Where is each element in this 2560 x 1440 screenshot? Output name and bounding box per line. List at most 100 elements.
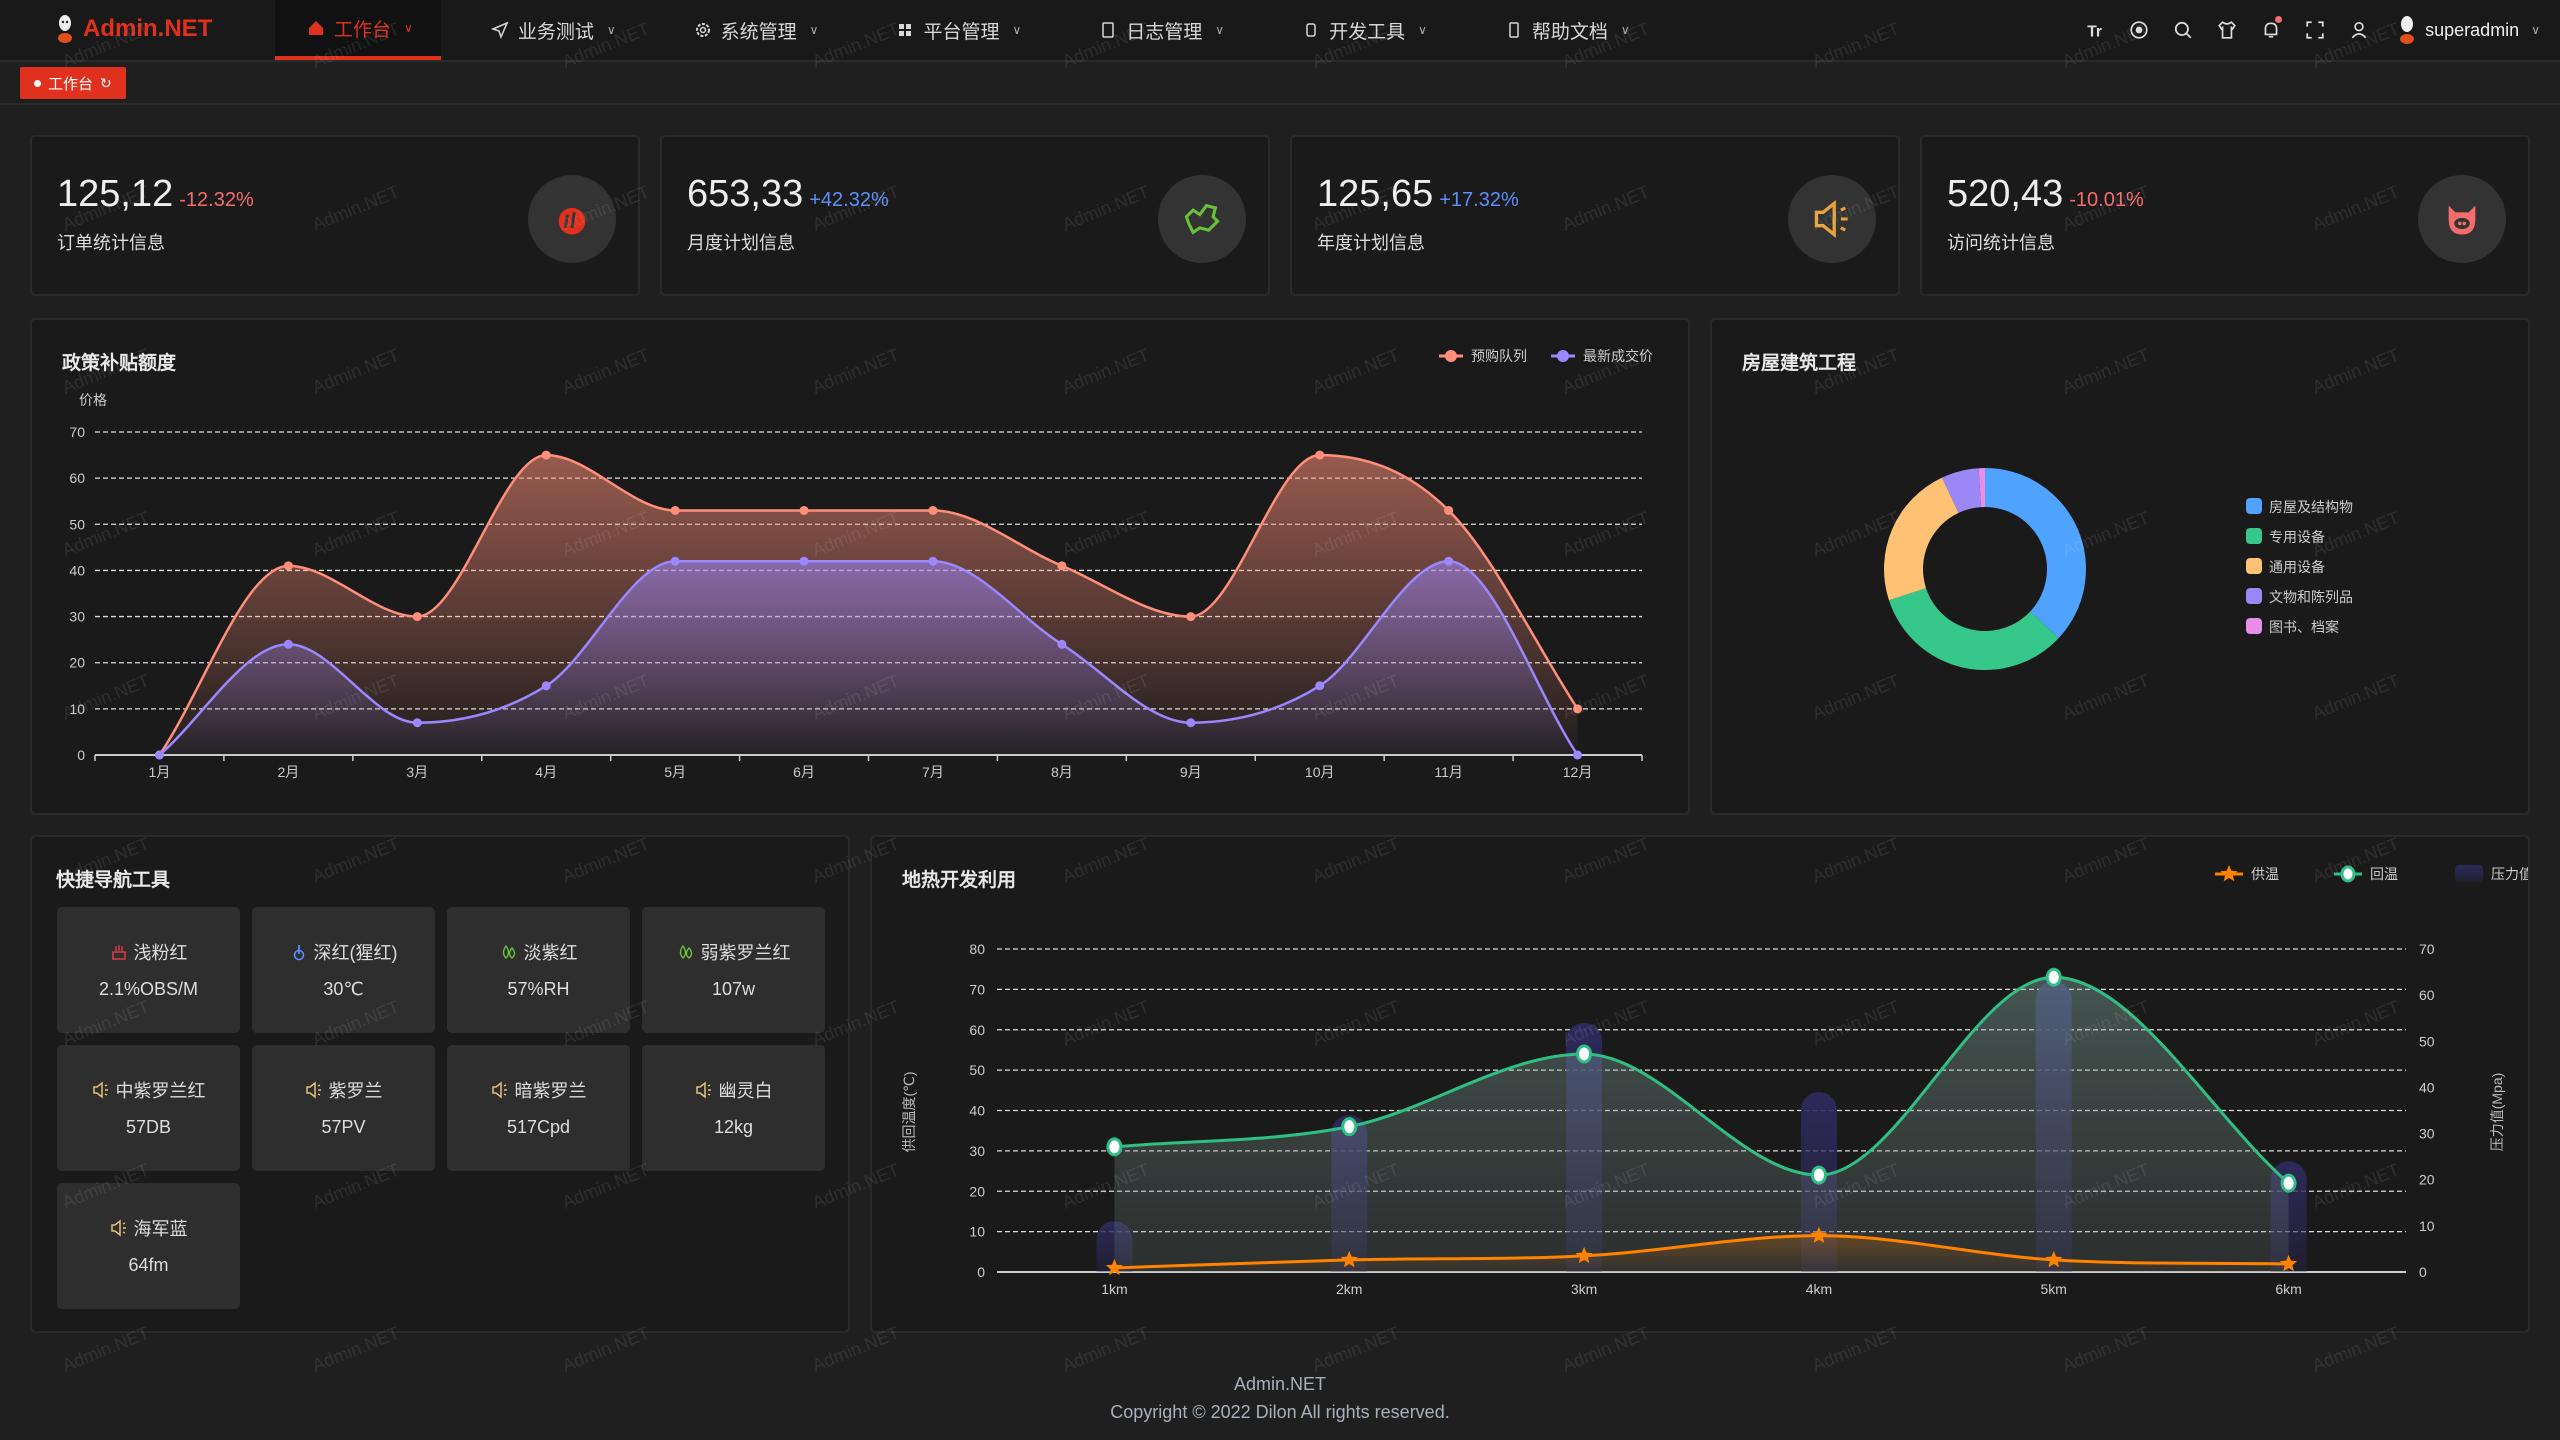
stat-change: +17.32%	[1439, 189, 1519, 211]
legend-item[interactable]: 文物和陈列品	[2246, 588, 2353, 605]
y-tick-label: 40	[969, 1103, 985, 1119]
quick-nav-tile[interactable]: 中紫罗兰红 57DB	[57, 1045, 240, 1171]
nav-item-1[interactable]: 业务测试 ∨	[459, 0, 644, 60]
pie-slice[interactable]	[1888, 588, 2059, 670]
data-point[interactable]	[283, 639, 293, 649]
data-point[interactable]	[670, 505, 680, 515]
quick-nav-tile[interactable]: 淡紫红 57%RH	[447, 907, 630, 1033]
logo[interactable]: Admin.NET	[55, 14, 212, 44]
legend-label: 回温	[2370, 866, 2398, 882]
user-menu[interactable]: superadmin ∨	[2397, 15, 2540, 45]
quick-nav-tile[interactable]: 海军蓝 64fm	[57, 1183, 240, 1309]
tag-workbench[interactable]: 工作台 ↻	[20, 67, 126, 99]
quick-nav-tile[interactable]: 弱紫罗兰红 107w	[642, 907, 825, 1033]
data-point[interactable]	[1186, 612, 1196, 622]
legend-star-icon	[2220, 865, 2238, 882]
font-size-button[interactable]: Tr	[2083, 18, 2107, 42]
x-tick-label: 7月	[922, 764, 944, 780]
bell-button[interactable]	[2259, 16, 2283, 42]
data-point[interactable]	[1573, 704, 1583, 714]
data-point-star[interactable]	[1810, 1226, 1828, 1243]
data-point-star[interactable]	[2045, 1250, 2063, 1268]
quick-nav-tile[interactable]: 暗紫罗兰 517Cpd	[447, 1045, 630, 1171]
data-point[interactable]	[1057, 561, 1067, 571]
quick-nav-tile[interactable]: 紫罗兰 57PV	[252, 1045, 435, 1171]
quick-nav-tile[interactable]: 深红(猩红) 30℃	[252, 907, 435, 1033]
subsidy-area-chart: 价格 0 10 20 30 40 50 60 70 1月 2月 3月 4月 5月 6月 7月 8月 9月 10月 11…	[69, 348, 1653, 780]
data-point[interactable]	[1186, 718, 1196, 728]
data-point[interactable]	[412, 718, 422, 728]
data-point[interactable]	[928, 556, 938, 566]
chevron-down-icon: ∨	[606, 23, 616, 37]
data-point-star[interactable]	[2280, 1254, 2298, 1272]
legend-item[interactable]: 压力值(Mpa)	[2455, 865, 2528, 882]
data-point[interactable]	[1315, 450, 1325, 460]
x-tick-label: 3月	[406, 764, 428, 780]
data-point[interactable]	[412, 612, 422, 622]
y-right-tick-label: 60	[2419, 987, 2435, 1003]
refresh-icon[interactable]: ↻	[100, 74, 112, 91]
data-point[interactable]	[1576, 1044, 1593, 1064]
user-button[interactable]	[2347, 18, 2371, 42]
legend-item[interactable]: 预购队列	[1439, 348, 1527, 364]
data-point[interactable]	[154, 750, 164, 760]
nav-item-3[interactable]: 平台管理 ∨	[864, 0, 1049, 60]
data-point[interactable]	[1444, 556, 1454, 566]
data-point[interactable]	[1341, 1117, 1358, 1137]
water-drop-icon	[502, 944, 515, 959]
quick-nav-tile[interactable]: 幽灵白 12kg	[642, 1045, 825, 1171]
pie-slice[interactable]	[1884, 477, 1959, 601]
y-tick-label: 20	[69, 655, 85, 671]
tile-label: 深红(猩红)	[313, 943, 398, 963]
series-line	[158, 559, 1579, 756]
quick-nav-tile[interactable]: 浅粉红 2.1%OBS/M	[57, 907, 240, 1033]
legend-item[interactable]: 通用设备	[2246, 558, 2325, 575]
data-point[interactable]	[541, 681, 551, 691]
data-point-star[interactable]	[1105, 1259, 1123, 1276]
data-point[interactable]	[799, 505, 809, 515]
chevron-down-icon: ∨	[809, 23, 819, 37]
data-point[interactable]	[2280, 1173, 2297, 1193]
y-right-tick-label: 50	[2419, 1033, 2435, 1049]
data-point[interactable]	[1810, 1165, 1827, 1185]
data-point[interactable]	[1444, 505, 1454, 515]
data-point[interactable]	[2045, 967, 2062, 987]
data-point[interactable]	[928, 505, 938, 515]
pie-slice[interactable]	[1985, 468, 2086, 639]
search-button[interactable]	[2171, 18, 2195, 42]
theme-shirt-button[interactable]	[2215, 18, 2239, 42]
data-point[interactable]	[283, 561, 293, 571]
nav-item-6[interactable]: 帮助文档 ∨	[1473, 0, 1658, 60]
notification-dot	[2275, 16, 2283, 23]
data-point[interactable]	[541, 450, 551, 460]
data-point[interactable]	[1057, 639, 1067, 649]
data-point[interactable]	[1573, 750, 1583, 760]
data-point[interactable]	[1315, 681, 1325, 691]
legend-item[interactable]: 图书、档案	[2246, 618, 2339, 635]
pie-slice[interactable]	[1978, 468, 1985, 508]
language-button[interactable]	[2127, 18, 2151, 42]
fullscreen-button[interactable]	[2303, 18, 2327, 42]
legend-item[interactable]: 房屋及结构物	[2246, 498, 2353, 515]
data-point-star[interactable]	[1575, 1246, 1593, 1264]
data-point-star[interactable]	[1340, 1250, 1358, 1268]
stat-value: 653,33	[687, 173, 804, 215]
legend-swatch-icon	[2246, 528, 2262, 544]
legend-item[interactable]: 供温	[2215, 865, 2279, 882]
nav-item-5[interactable]: 开发工具 ∨	[1270, 0, 1455, 60]
y-tick-label: 40	[69, 562, 85, 578]
data-point[interactable]	[670, 556, 680, 566]
tile-value: 12kg	[713, 1117, 754, 1137]
legend-item[interactable]: 最新成交价	[1551, 348, 1653, 364]
x-tick-label: 1月	[149, 764, 171, 780]
legend-item[interactable]: 回温	[2334, 865, 2398, 883]
nav-item-2[interactable]: 系统管理 ∨	[662, 0, 847, 60]
legend-item[interactable]: 专用设备	[2246, 528, 2325, 545]
pie-slice[interactable]	[1941, 468, 1982, 513]
nav-item-4[interactable]: 日志管理 ∨	[1067, 0, 1252, 60]
nav-item-0[interactable]: 工作台 ∨	[275, 0, 441, 60]
footer-brand: Admin.NET	[1233, 1374, 1327, 1394]
data-point[interactable]	[799, 556, 809, 566]
data-point[interactable]	[1106, 1137, 1123, 1157]
